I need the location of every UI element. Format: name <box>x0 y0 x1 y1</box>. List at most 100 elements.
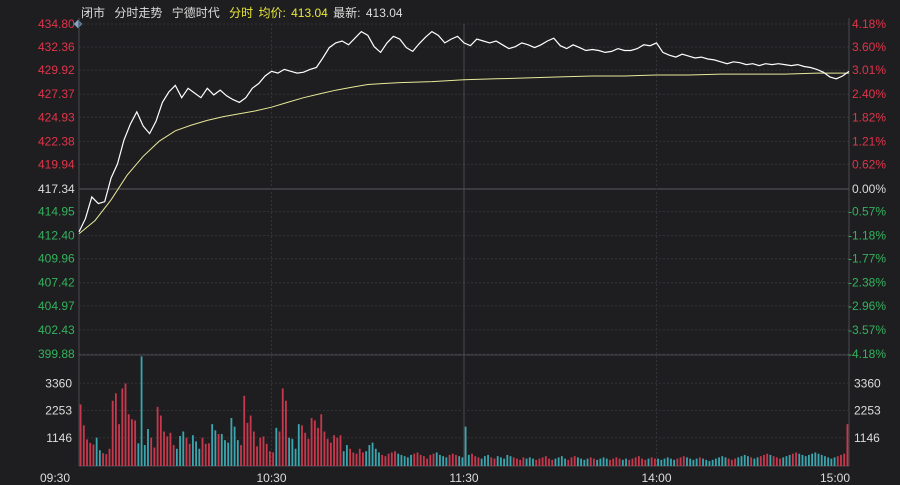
market-status: 闭市 <box>81 6 106 20</box>
volume-bar <box>698 457 701 466</box>
volume-bar <box>647 458 650 466</box>
price-tick-label: 429.92 <box>38 63 75 77</box>
view-name[interactable]: 分时走势 <box>114 6 163 20</box>
volume-bar <box>573 456 576 466</box>
volume-bar <box>663 458 666 466</box>
percent-tick-label: 1.82% <box>852 110 886 124</box>
price-tick-label: 432.36 <box>38 40 75 54</box>
volume-bar <box>182 431 185 466</box>
percent-tick-label: 2.40% <box>852 87 886 101</box>
volume-bar <box>564 458 566 466</box>
volume-bar <box>204 443 207 466</box>
volume-bar <box>775 457 778 466</box>
volume-bar <box>172 445 175 466</box>
volume-bar <box>166 436 169 466</box>
volume-bar <box>801 454 804 466</box>
volume-bar <box>827 457 830 466</box>
volume-bar <box>439 454 441 466</box>
volume-bar <box>429 454 432 466</box>
volume-bar <box>657 458 660 466</box>
volume-bar <box>448 454 451 466</box>
price-tick-label: 399.88 <box>38 347 75 361</box>
price-line <box>78 30 850 233</box>
percent-tick-label: 0.00% <box>852 182 886 196</box>
volume-bar <box>191 435 194 466</box>
price-tick-label: 404.97 <box>38 299 75 313</box>
volume-bar <box>496 456 499 466</box>
volume-bar <box>830 458 833 466</box>
volume-bar <box>714 458 717 466</box>
volume-bar <box>580 458 583 466</box>
volume-bar <box>791 453 794 466</box>
volume-bar <box>445 457 448 466</box>
volume-bar <box>230 417 233 466</box>
volume-bar <box>708 461 711 466</box>
volume-bar <box>188 443 191 466</box>
avg-label: 均价: <box>258 6 286 20</box>
volume-bar <box>583 459 586 466</box>
price-tick-label: 412.40 <box>38 229 75 243</box>
percent-tick-label: -2.96% <box>848 299 886 313</box>
volume-bar <box>586 458 589 466</box>
volume-bar <box>631 458 634 466</box>
volume-bar <box>576 457 579 466</box>
volume-bar <box>118 424 121 466</box>
volume-bar <box>169 432 172 466</box>
price-axis: 434.80 432.36 429.92 427.37 424.93 422.38 419.… <box>38 17 75 361</box>
volume-bar <box>548 458 550 466</box>
percent-tick-label: -3.57% <box>848 323 886 337</box>
volume-bar <box>317 427 319 466</box>
avg-value: 413.04 <box>291 6 328 20</box>
percent-tick-label: 3.01% <box>852 63 886 77</box>
volume-bar <box>294 448 297 466</box>
volume-bar <box>252 431 255 466</box>
volume-bar <box>268 451 271 466</box>
volume-bar <box>811 453 814 466</box>
volume-bar <box>670 458 672 466</box>
volume-bar <box>413 453 416 466</box>
volume-tick-label: 2253 <box>854 404 881 418</box>
volume-bar <box>326 438 329 466</box>
volume-bar <box>824 456 826 466</box>
volume-bar <box>798 453 801 466</box>
volume-bar <box>358 448 361 466</box>
time-tick-label: 11:30 <box>449 471 478 485</box>
volume-bar <box>734 458 737 466</box>
volume-bar <box>820 454 823 466</box>
time-axis: 09:30 10:30 11:30 14:00 15:00 <box>40 471 850 485</box>
chart-header: 闭市 分时走势 宁德时代 分时 均价: 413.04 最新: 413.04 <box>81 5 409 21</box>
volume-bar <box>814 452 817 466</box>
volume-bar <box>240 445 242 466</box>
chart-grid <box>78 18 850 467</box>
volume-bar <box>560 456 563 466</box>
volume-bar <box>198 448 201 466</box>
percent-tick-label: -1.18% <box>848 229 886 243</box>
volume-bar <box>528 457 531 466</box>
volume-bar <box>368 445 371 466</box>
volume-bar <box>304 432 307 466</box>
volume-bar <box>702 458 704 466</box>
volume-bar <box>285 400 287 466</box>
volume-bar <box>621 459 624 466</box>
volume-bar <box>313 420 316 466</box>
volume-tick-label: 3360 <box>854 376 881 390</box>
volume-bar <box>114 393 117 466</box>
volume-bar <box>506 454 509 466</box>
volume-bar <box>464 426 467 466</box>
volume-bar <box>416 452 419 466</box>
volume-bar <box>779 458 781 466</box>
volume-tick-label: 1146 <box>854 431 880 445</box>
volume-bar <box>159 415 162 466</box>
volume-bar <box>650 457 653 466</box>
volume-bar <box>406 457 409 466</box>
volume-bar <box>378 452 380 466</box>
price-tick-label: 434.80 <box>38 17 75 31</box>
price-tick-label: 409.96 <box>38 252 75 266</box>
volume-bar <box>121 388 124 466</box>
volume-bar <box>220 433 223 466</box>
volume-bar <box>535 459 538 466</box>
volume-bar <box>310 417 313 466</box>
volume-bar <box>759 456 762 466</box>
volume-bar <box>307 438 310 466</box>
volume-bar <box>836 456 839 466</box>
